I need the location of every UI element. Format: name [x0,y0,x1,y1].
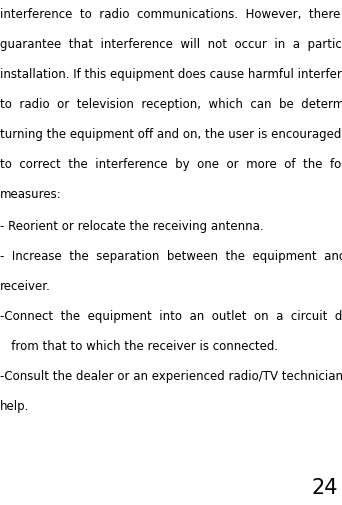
Text: to  correct  the  interference  by  one  or  more  of  the  following: to correct the interference by one or mo… [0,158,342,171]
Text: installation. If this equipment does cause harmful interference: installation. If this equipment does cau… [0,68,342,81]
Text: -Consult the dealer or an experienced radio/TV technician for: -Consult the dealer or an experienced ra… [0,369,342,382]
Text: interference  to  radio  communications.  However,  there  is  no: interference to radio communications. Ho… [0,8,342,21]
Text: from that to which the receiver is connected.: from that to which the receiver is conne… [0,339,278,352]
Text: guarantee  that  interference  will  not  occur  in  a  particular: guarantee that interference will not occ… [0,38,342,51]
Text: -Connect  the  equipment  into  an  outlet  on  a  circuit  different: -Connect the equipment into an outlet on… [0,310,342,322]
Text: 24: 24 [312,477,338,497]
Text: help.: help. [0,399,29,412]
Text: - Reorient or relocate the receiving antenna.: - Reorient or relocate the receiving ant… [0,220,264,232]
Text: turning the equipment off and on, the user is encouraged to try: turning the equipment off and on, the us… [0,128,342,141]
Text: measures:: measures: [0,188,62,200]
Text: -  Increase  the  separation  between  the  equipment  and: - Increase the separation between the eq… [0,249,342,263]
Text: to  radio  or  television  reception,  which  can  be  determined  by: to radio or television reception, which … [0,98,342,111]
Text: receiver.: receiver. [0,279,51,292]
